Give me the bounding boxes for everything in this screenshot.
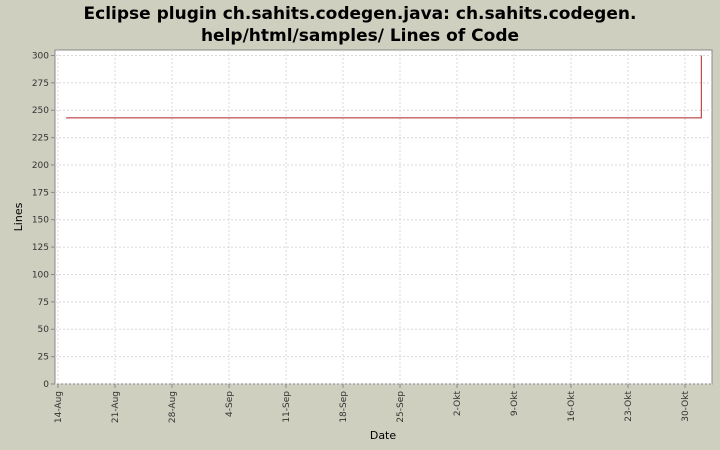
x-tick-label: 25-Sep	[396, 391, 406, 423]
y-axis-ticks: 0 25 50 75 100 125 150 175 200 225 250 275 300	[32, 51, 55, 390]
y-tick-label: 275	[32, 79, 49, 89]
plot-area	[54, 49, 713, 385]
series-line	[66, 55, 702, 119]
y-tick-label: 200	[32, 161, 49, 171]
y-tick-label: 225	[32, 134, 49, 144]
x-tick-label: 23-Okt	[624, 391, 634, 422]
y-tick-label: 0	[43, 380, 49, 390]
y-tick-label: 125	[32, 243, 49, 253]
y-tick-label: 75	[38, 298, 49, 308]
x-tick-label: 14-Aug	[54, 391, 64, 423]
y-tick-label: 100	[32, 270, 49, 280]
x-tick-label: 28-Aug	[168, 391, 178, 423]
x-tick-label: 21-Aug	[111, 391, 121, 423]
y-tick-label: 250	[32, 106, 49, 116]
series-layer	[66, 55, 702, 119]
y-axis-label: Lines	[12, 202, 25, 231]
chart-title-line-2: help/html/samples/ Lines of Code	[201, 26, 519, 46]
x-tick-label: 16-Okt	[567, 391, 577, 422]
x-tick-label: 2-Okt	[453, 391, 463, 417]
y-tick-label: 150	[32, 216, 49, 226]
y-tick-label: 175	[32, 188, 49, 198]
x-tick-label: 30-Okt	[681, 391, 691, 422]
x-axis-label: Date	[370, 429, 397, 442]
y-tick-label: 50	[38, 325, 50, 335]
x-tick-label: 9-Okt	[510, 391, 520, 417]
y-tick-label: 300	[32, 51, 49, 61]
x-tick-label: 4-Sep	[225, 391, 235, 417]
y-tick-label: 25	[38, 353, 49, 363]
x-tick-label: 11-Sep	[282, 391, 292, 423]
x-axis-ticks: 14-Aug 21-Aug 28-Aug 4-Sep 11-Sep 18-Sep 25-Se…	[54, 384, 691, 423]
x-tick-label: 18-Sep	[339, 391, 349, 423]
grid-lines	[55, 50, 712, 385]
chart-title-line-1: Eclipse plugin ch.sahits.codegen.java: c…	[84, 4, 637, 24]
